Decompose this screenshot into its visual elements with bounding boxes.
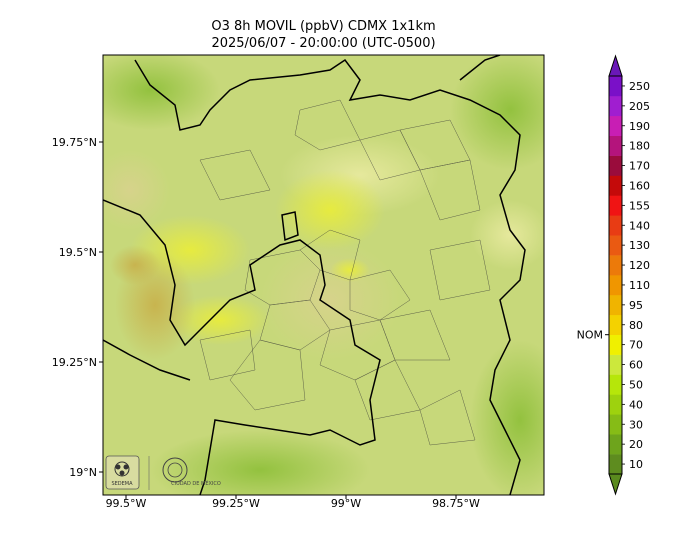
- lat-tick-label: 19.25°N: [52, 356, 97, 369]
- colorbar-label: 155: [629, 199, 650, 212]
- colorbar-label: 95: [629, 299, 643, 312]
- colorbar-segment: [609, 135, 622, 156]
- lon-tick-label: 99.25°W: [212, 497, 260, 510]
- lon-tick-label: 99°W: [331, 497, 361, 510]
- cdmx-logo-text: CIUDAD DE MÉXICO: [171, 479, 221, 487]
- colorbar-segment: [609, 195, 622, 216]
- colorbar-segment: [609, 275, 622, 296]
- colorbar-frame: [608, 75, 623, 475]
- colorbar-label: 130: [629, 239, 650, 252]
- lon-tick-label: 98.75°W: [432, 497, 480, 510]
- colorbar-segment: [609, 155, 622, 176]
- sedema-logo: SEDEMA: [105, 455, 140, 490]
- colorbar-label: 60: [629, 359, 643, 372]
- colorbar-label: 205: [629, 100, 650, 113]
- lat-tick-label: 19.75°N: [52, 136, 97, 149]
- colorbar-label: 120: [629, 259, 650, 272]
- lon-tick-label: 99.5°W: [106, 497, 147, 510]
- colorbar-label: 180: [629, 140, 650, 153]
- colorbar-segment: [609, 175, 622, 196]
- map-frame: [102, 54, 545, 496]
- colorbar-bottom-extend: [608, 473, 623, 496]
- colorbar-segment: [609, 235, 622, 256]
- sedema-logo-text: SEDEMA: [111, 481, 133, 487]
- colorbar-segment: [609, 374, 622, 395]
- colorbar-label: 190: [629, 120, 650, 133]
- colorbar-segment: [609, 354, 622, 375]
- longitude-axis: 99.5°W 99.25°W 99°W 98.75°W: [106, 495, 480, 510]
- lat-tick-label: 19°N: [69, 466, 97, 479]
- colorbar-label: 20: [629, 438, 643, 451]
- colorbar-top-extend: [608, 54, 623, 77]
- colorbar-segment: [609, 334, 622, 355]
- colorbar-segment: [609, 454, 622, 475]
- latitude-axis: 19.75°N 19.5°N 19.25°N 19°N: [52, 136, 103, 479]
- map-area: SEDEMA CIUDAD DE MÉXICO: [103, 55, 544, 495]
- colorbar-label: 110: [629, 279, 650, 292]
- colorbar-label: 160: [629, 179, 650, 192]
- colorbar-segment: [609, 95, 622, 117]
- colorbar-segment: [609, 414, 622, 435]
- colorbar-label: 10: [629, 458, 643, 471]
- colorbar-label: 140: [629, 219, 650, 232]
- colorbar-label: 30: [629, 418, 643, 431]
- map-subtitle: 2025/06/07 - 20:00:00 (UTC-0500): [211, 36, 436, 51]
- colorbar-segment: [609, 314, 622, 335]
- map-title: O3 8h MOVIL (ppbV) CDMX 1x1km: [211, 19, 436, 34]
- colorbar-label: 70: [629, 339, 643, 352]
- colorbar: 10 20 30 40 50 60 70 80 95 110 120 130 140 155 160 170 1…: [577, 54, 650, 496]
- colorbar-segment: [609, 394, 622, 415]
- cdmx-logo: CIUDAD DE MÉXICO: [148, 456, 221, 490]
- colorbar-segment: [609, 255, 622, 276]
- lat-tick-label: 19.5°N: [59, 246, 97, 259]
- nom-label: NOM: [577, 329, 603, 342]
- colorbar-segment: [609, 115, 622, 136]
- colorbar-segment: [609, 76, 622, 97]
- colorbar-label: 40: [629, 398, 643, 411]
- colorbar-label: 80: [629, 319, 643, 332]
- colorbar-label: 250: [629, 80, 650, 93]
- colorbar-label: 170: [629, 160, 650, 173]
- colorbar-segment: [609, 294, 622, 316]
- colorbar-label: 50: [629, 378, 643, 391]
- colorbar-segment: [609, 215, 622, 236]
- colorbar-segment: [609, 434, 622, 455]
